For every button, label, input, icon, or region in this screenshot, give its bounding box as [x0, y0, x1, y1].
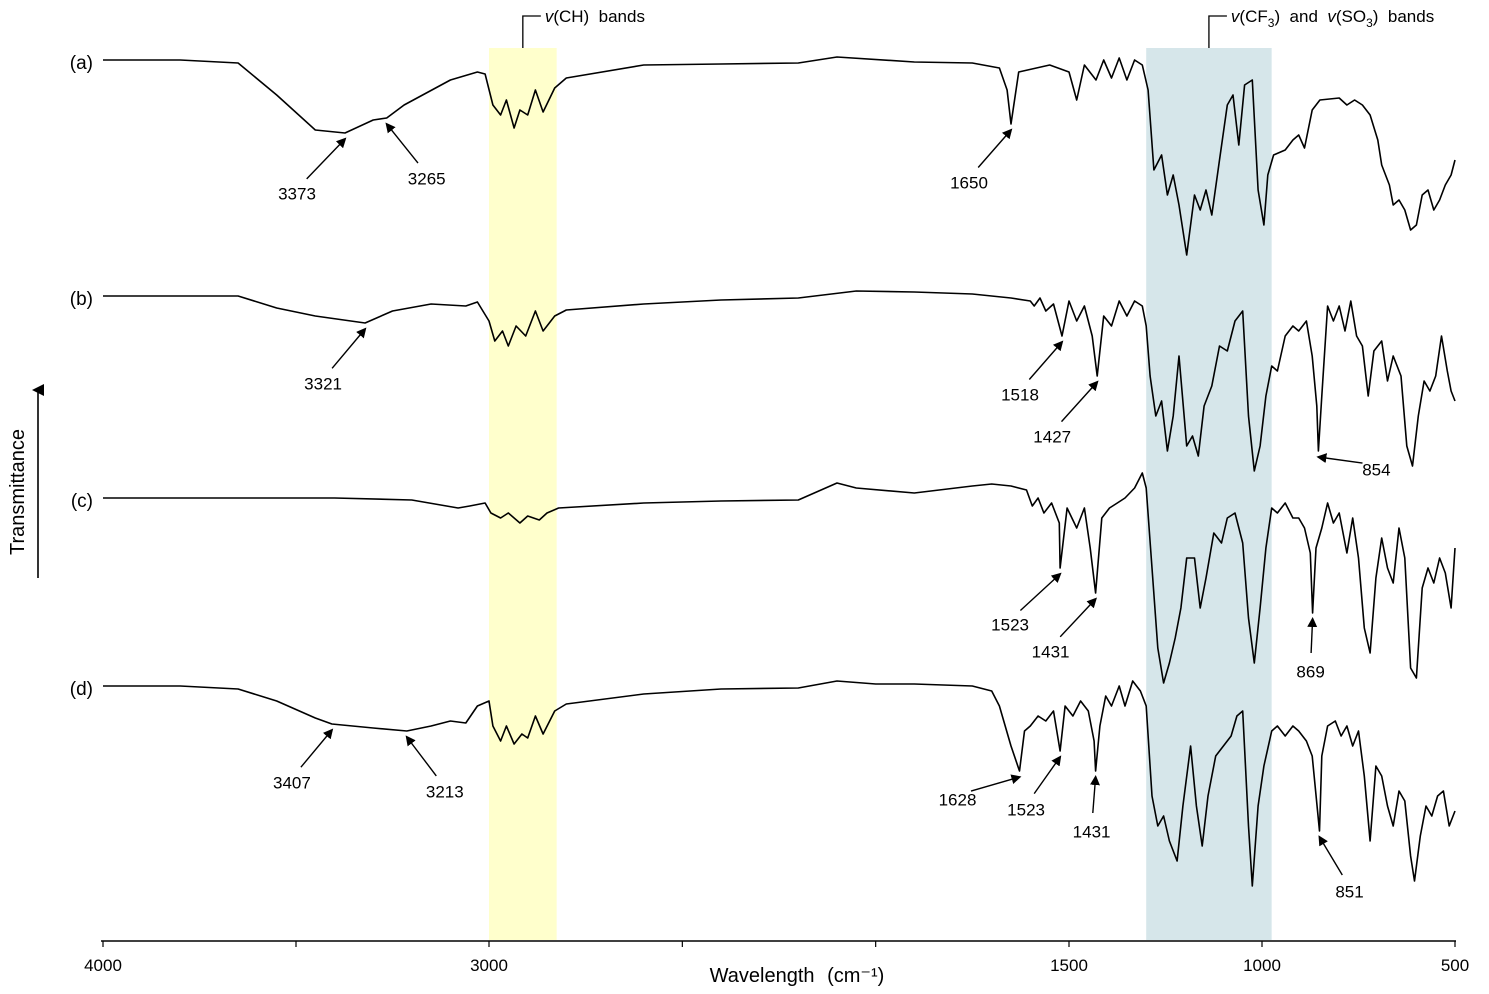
x-axis-unit: (cm⁻¹) [827, 965, 884, 987]
peak-label: 3321 [304, 374, 342, 393]
peak-label: 851 [1335, 882, 1363, 901]
peak-annotation: 854 [1316, 453, 1391, 479]
series-labels: (a) (b) (c) (d) [70, 53, 93, 700]
peak-arrow [405, 735, 437, 777]
ch-band [489, 48, 557, 940]
peak-annotation: 1518 [1001, 340, 1064, 404]
series-label-d: (d) [70, 679, 93, 700]
y-axis-title: Transmittance [7, 429, 29, 555]
x-tick-label: 1500 [1050, 956, 1088, 975]
spectra-lines [103, 56, 1456, 887]
peak-annotation: 851 [1318, 835, 1364, 901]
peak-arrow [331, 327, 367, 369]
peak-annotation: 1523 [991, 572, 1062, 634]
peak-label: 1523 [991, 615, 1029, 634]
peak-label: 854 [1362, 460, 1390, 479]
ch-band-bracket [522, 15, 541, 48]
peak-annotation: 1431 [1073, 775, 1111, 841]
peak-annotation: 3373 [278, 137, 347, 203]
peak-annotation: 3407 [273, 728, 334, 792]
peak-arrow [1060, 380, 1099, 423]
x-tick-label: 1000 [1243, 956, 1281, 975]
peak-annotation: 1650 [950, 128, 1013, 192]
peak-label: 3213 [426, 782, 464, 801]
peak-arrow [1089, 775, 1100, 814]
series-label-c: (c) [71, 491, 93, 512]
peak-annotation: 3321 [304, 327, 367, 393]
peak-annotation: 3265 [385, 122, 446, 188]
cf3-so3-band-label: v(CF3) and v(SO3) bands [1231, 7, 1434, 30]
peak-annotation: 869 [1296, 617, 1325, 681]
cf3-so3-band-bracket [1208, 15, 1227, 48]
peak-arrow [970, 774, 1022, 792]
ch-band-label: v(CH) bands [545, 7, 645, 26]
peak-arrow [1028, 340, 1064, 380]
x-tick-label: 4000 [84, 956, 122, 975]
peak-arrow [306, 137, 347, 180]
peak-annotation: 1427 [1033, 380, 1099, 446]
peak-arrow [1318, 835, 1343, 876]
peak-arrow [1019, 572, 1062, 612]
peak-annotation: 1431 [1032, 597, 1097, 661]
y-axis: Transmittance [7, 384, 44, 578]
x-axis-title-text: Wavelength [710, 965, 815, 987]
x-tick-label: 500 [1441, 956, 1469, 975]
peak-label: 1628 [939, 790, 977, 809]
highlight-bands: v(CH) bands v(CF3) and v(SO3) bands [489, 7, 1434, 940]
peak-arrow [1307, 617, 1318, 654]
peak-annotation: 1523 [1007, 755, 1062, 819]
peak-label: 3407 [273, 773, 311, 792]
peak-annotation: 1628 [939, 774, 1022, 809]
peak-arrow [1316, 453, 1363, 464]
spectrum-line-a [103, 56, 1456, 256]
peak-label: 1650 [950, 173, 988, 192]
peak-label: 3373 [278, 184, 316, 203]
series-label-a: (a) [70, 53, 93, 74]
peak-arrow [1033, 755, 1062, 795]
x-axis-ticks: 4000 3000 1500 1000 500 [84, 941, 1469, 975]
peak-arrow [385, 122, 419, 164]
peak-label: 1518 [1001, 385, 1039, 404]
peak-label: 1427 [1033, 427, 1071, 446]
x-tick-label: 3000 [470, 956, 508, 975]
peak-label: 1431 [1073, 822, 1111, 841]
peak-annotation: 3213 [405, 735, 464, 801]
series-label-b: (b) [70, 289, 93, 310]
spectrum-line-b [103, 290, 1456, 472]
peak-label: 869 [1296, 662, 1324, 681]
peak-label: 1523 [1007, 800, 1045, 819]
peak-label: 1431 [1032, 642, 1070, 661]
x-axis: 4000 3000 1500 1000 500 Wavelength (cm⁻¹) [84, 940, 1469, 987]
peak-label: 3265 [408, 169, 446, 188]
spectrum-line-d [103, 680, 1456, 887]
peak-arrow [1059, 597, 1097, 638]
peak-arrow [977, 128, 1013, 168]
peak-arrow [300, 728, 334, 768]
x-axis-title: Wavelength (cm⁻¹) [710, 965, 885, 987]
spectrum-line-c [103, 472, 1456, 684]
